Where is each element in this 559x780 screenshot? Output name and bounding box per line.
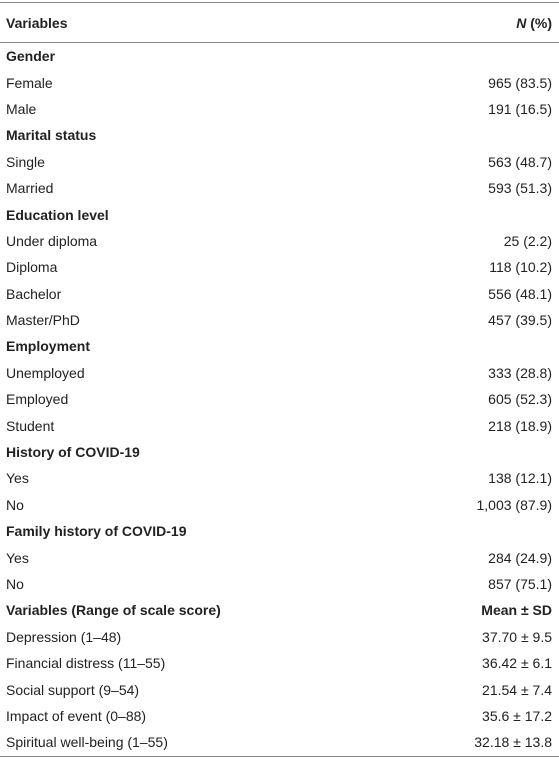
row-value: 35.6 ± 17.2 <box>482 707 552 724</box>
row-label: Social support (9–54) <box>6 681 140 698</box>
header-cell: N (%) <box>516 15 552 31</box>
data-row: No 1,003 (87.9) <box>0 492 559 518</box>
header-text: N <box>516 14 527 31</box>
row-label: Yes <box>6 549 29 566</box>
section-row: Education level <box>0 201 559 227</box>
row-value: 556 (48.1) <box>488 285 552 302</box>
section-row: Family history of COVID-19 <box>0 518 559 544</box>
row-label: Gender <box>6 48 56 65</box>
data-row: Yes 284 (24.9) <box>0 544 559 570</box>
row-value: 118 (10.2) <box>489 259 552 276</box>
header-text: (%) <box>526 14 552 31</box>
header-cell: Variables <box>6 14 68 31</box>
row-label: Family history of COVID-19 <box>6 523 187 540</box>
data-row: Impact of event (0–88) 35.6 ± 17.2 <box>0 703 559 729</box>
data-row: Yes 138 (12.1) <box>0 465 559 491</box>
row-label: Female <box>6 74 53 91</box>
data-row: Bachelor 556 (48.1) <box>0 281 559 307</box>
row-value: 21.54 ± 7.4 <box>482 681 552 698</box>
row-label: Unemployed <box>6 364 85 381</box>
row-value: 1,003 (87.9) <box>476 496 553 513</box>
row-value: 218 (18.9) <box>488 417 552 434</box>
row-value: 965 (83.5) <box>488 74 552 91</box>
row-label: Male <box>6 100 37 117</box>
section-row: Gender <box>0 43 559 69</box>
data-row: Student 218 (18.9) <box>0 412 559 438</box>
data-row: Male 191 (16.5) <box>0 96 559 122</box>
data-row: Unemployed 333 (28.8) <box>0 360 559 386</box>
row-label: Bachelor <box>6 285 62 302</box>
row-value: 457 (39.5) <box>488 312 552 329</box>
row-label: Student <box>6 417 55 434</box>
row-value: 857 (75.1) <box>488 576 552 592</box>
row-value: 593 (51.3) <box>488 180 552 197</box>
header-row: Variables N (%) <box>0 3 559 43</box>
row-label: Financial distress (11–55) <box>6 655 166 672</box>
row-label: Under diploma <box>6 232 98 249</box>
row-value: 37.70 ± 9.5 <box>482 628 552 645</box>
table: Variables N (%) Gender Female 965 (83.5) Ma… <box>0 2 559 757</box>
row-label: Employment <box>6 338 91 355</box>
row-value: Mean ± SD <box>481 602 552 619</box>
row-label: Married <box>6 180 54 197</box>
section-row: Employment <box>0 333 559 359</box>
row-label: Diploma <box>6 259 58 276</box>
row-label: Depression (1–48) <box>6 628 122 645</box>
row-value: 25 (2.2) <box>503 232 552 249</box>
data-row: Married 593 (51.3) <box>0 175 559 201</box>
section-row: Variables (Range of scale score) Mean ± S… <box>0 597 559 623</box>
row-value: 333 (28.8) <box>488 364 552 381</box>
data-row: Under diploma 25 (2.2) <box>0 228 559 254</box>
row-label: Master/PhD <box>6 312 80 329</box>
data-row: Social support (9–54) 21.54 ± 7.4 <box>0 676 559 702</box>
row-label: No <box>6 496 24 513</box>
row-label: Education level <box>6 206 109 223</box>
row-label: Spiritual well-being (1–55) <box>6 734 168 751</box>
data-row: Employed 605 (52.3) <box>0 386 559 412</box>
data-row: Depression (1–48) 37.70 ± 9.5 <box>0 624 559 650</box>
data-row: Female 965 (83.5) <box>0 69 559 95</box>
row-label: Yes <box>6 470 29 487</box>
section-row: History of COVID-19 <box>0 439 559 465</box>
data-row: Financial distress (11–55) 36.42 ± 6.1 <box>0 650 559 676</box>
row-label: Marital status <box>6 127 97 144</box>
data-row: Master/PhD 457 (39.5) <box>0 307 559 333</box>
row-value: 605 (52.3) <box>488 391 552 408</box>
row-label: No <box>6 576 24 592</box>
row-value: 32.18 ± 13.8 <box>474 734 552 751</box>
row-value: 563 (48.7) <box>488 153 552 170</box>
row-label: Single <box>6 153 45 170</box>
row-label: History of COVID-19 <box>6 444 140 461</box>
row-value: 284 (24.9) <box>488 549 552 566</box>
row-label: Variables (Range of scale score) <box>6 602 221 619</box>
data-row: Single 563 (48.7) <box>0 149 559 175</box>
data-row: No 857 (75.1) <box>0 571 559 597</box>
row-value: 191 (16.5) <box>488 100 552 117</box>
data-row: Diploma 118 (10.2) <box>0 254 559 280</box>
row-value: 138 (12.1) <box>488 470 552 487</box>
row-label: Employed <box>6 391 69 408</box>
data-row: Spiritual well-being (1–55) 32.18 ± 13.8 <box>0 729 559 755</box>
row-value: 36.42 ± 6.1 <box>482 655 552 672</box>
section-row: Marital status <box>0 122 559 148</box>
row-label: Impact of event (0–88) <box>6 707 147 724</box>
